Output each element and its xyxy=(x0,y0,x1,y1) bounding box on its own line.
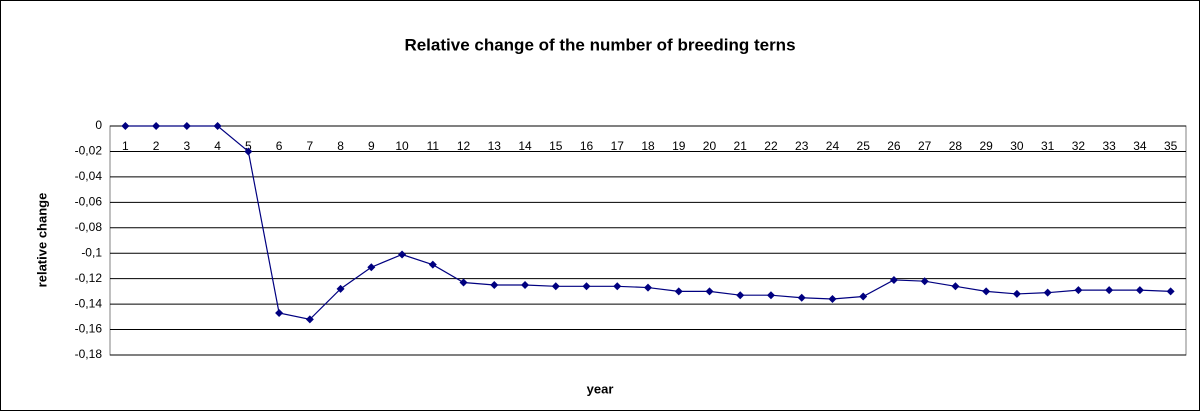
data-point xyxy=(398,250,407,259)
x-tick-label: 16 xyxy=(580,139,594,153)
y-tick-label: -0,08 xyxy=(75,220,103,234)
data-point xyxy=(674,287,683,296)
data-point xyxy=(1166,287,1175,296)
data-point xyxy=(490,281,499,290)
data-point xyxy=(459,278,468,287)
data-point xyxy=(859,292,868,301)
x-tick-label: 15 xyxy=(549,139,563,153)
x-tick-label: 27 xyxy=(918,139,932,153)
x-tick-label: 11 xyxy=(427,139,440,153)
x-tick-label: 17 xyxy=(611,139,625,153)
data-point xyxy=(244,147,253,156)
x-tick-label: 5 xyxy=(245,139,252,153)
data-point xyxy=(367,263,376,272)
y-axis-title: relative change xyxy=(34,193,49,288)
x-tick-label: 29 xyxy=(979,139,993,153)
x-tick-label: 35 xyxy=(1164,139,1178,153)
data-point xyxy=(644,283,652,292)
y-tick-label: -0,04 xyxy=(75,169,103,183)
data-point xyxy=(951,282,960,291)
x-tick-label: 8 xyxy=(337,139,344,153)
data-point xyxy=(213,122,222,130)
x-tick-label: 18 xyxy=(641,139,655,153)
x-tick-label: 22 xyxy=(764,139,778,153)
data-point xyxy=(889,275,898,284)
data-point xyxy=(736,291,745,300)
data-point xyxy=(305,315,314,324)
data-point xyxy=(521,281,530,290)
x-tick-label: 6 xyxy=(276,139,283,153)
x-tick-label: 9 xyxy=(368,139,375,153)
y-tick-label: 0 xyxy=(95,118,102,132)
x-tick-label: 14 xyxy=(518,139,532,153)
data-point xyxy=(705,287,714,296)
x-tick-label: 2 xyxy=(153,139,160,153)
x-tick-label: 23 xyxy=(795,139,809,153)
data-point xyxy=(121,122,130,130)
data-point xyxy=(1043,288,1052,297)
x-tick-label: 1 xyxy=(122,139,129,153)
y-tick-label: -0,16 xyxy=(75,322,103,336)
data-point xyxy=(1074,286,1083,295)
x-tick-label: 30 xyxy=(1010,139,1024,153)
y-tick-label: -0,02 xyxy=(75,144,103,158)
data-point xyxy=(182,122,191,130)
x-tick-label: 28 xyxy=(949,139,963,153)
x-tick-label: 10 xyxy=(395,139,409,153)
chart-title: Relative change of the number of breedin… xyxy=(404,35,795,54)
x-tick-label: 3 xyxy=(184,139,191,153)
data-point xyxy=(275,309,284,318)
data-point xyxy=(428,260,437,269)
x-tick-label: 33 xyxy=(1102,139,1116,153)
data-point xyxy=(1135,286,1144,295)
x-tick-label: 31 xyxy=(1041,139,1055,153)
y-tick-label: -0,12 xyxy=(75,271,103,285)
x-tick-label: 32 xyxy=(1072,139,1086,153)
data-point xyxy=(1105,286,1114,295)
x-tick-label: 7 xyxy=(306,139,313,153)
x-tick-label: 13 xyxy=(488,139,502,153)
x-tick-label: 20 xyxy=(703,139,717,153)
data-point xyxy=(797,293,806,302)
y-tick-label: -0,18 xyxy=(75,347,103,361)
x-tick-label: 24 xyxy=(826,139,840,153)
data-point xyxy=(551,282,560,291)
x-tick-label: 34 xyxy=(1133,139,1147,153)
data-point xyxy=(582,282,591,291)
x-tick-label: 21 xyxy=(734,139,748,153)
data-point xyxy=(152,122,161,130)
x-tick-label: 12 xyxy=(457,139,471,153)
x-tick-label: 26 xyxy=(887,139,901,153)
x-tick-label: 19 xyxy=(672,139,686,153)
y-tick-label: -0,06 xyxy=(75,195,103,209)
x-tick-label: 4 xyxy=(214,139,221,153)
data-point xyxy=(336,284,345,293)
data-point xyxy=(920,277,929,286)
y-tick-label: -0,14 xyxy=(75,296,103,310)
x-axis-title: year xyxy=(587,381,614,396)
y-tick-label: -0,1 xyxy=(81,245,102,259)
data-point xyxy=(828,295,837,304)
data-point xyxy=(1012,289,1021,298)
data-point xyxy=(613,282,622,291)
data-point xyxy=(766,291,775,300)
data-point xyxy=(982,287,991,296)
x-tick-label: 25 xyxy=(857,139,871,153)
